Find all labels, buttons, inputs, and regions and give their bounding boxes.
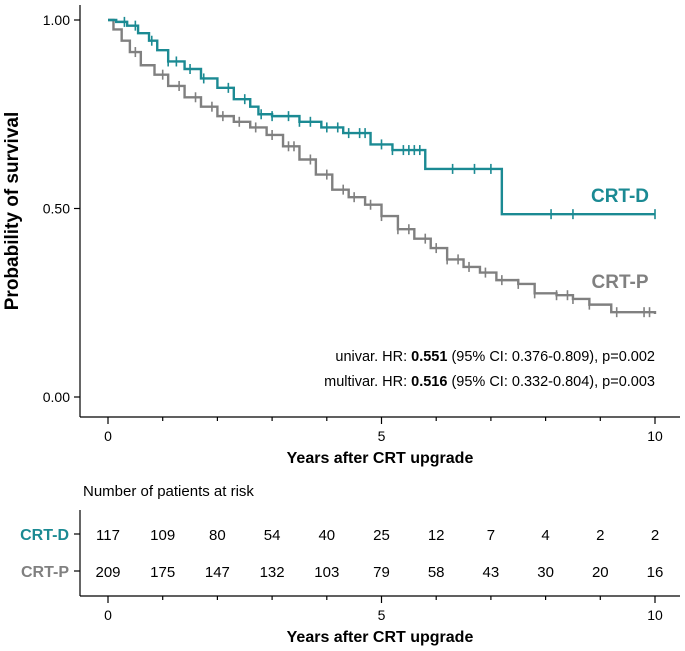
crt-p-curve-label: CRT-P — [592, 272, 649, 293]
main-x-ticks: 0 5 10 — [104, 417, 663, 444]
risk-table-cells: 117 109 80 54 40 25 12 7 4 2 2 209 175 147 132 103 79 58 4… — [95, 527, 663, 581]
crt-p-survival-curve — [108, 18, 657, 315]
y-tick-label: 0.50 — [43, 201, 70, 217]
risk-cell-crt-p: 30 — [537, 564, 554, 581]
multivar-hr-annotation: multivar. HR: 0.516 (95% CI: 0.332-0.804… — [324, 374, 655, 390]
risk-cell-crt-d: 7 — [487, 527, 495, 544]
risk-cell-crt-p: 175 — [150, 564, 175, 581]
main-y-ticks: 0.00 0.50 1.00 — [43, 12, 80, 405]
y-axis-title: Probability of survival — [2, 112, 23, 311]
crt-d-survival-curve — [108, 18, 655, 216]
x-tick-label: 0 — [104, 428, 112, 444]
x-tick-label: 5 — [378, 428, 386, 444]
risk-cell-crt-d: 117 — [96, 527, 120, 544]
risk-cell-crt-p: 209 — [95, 564, 120, 581]
y-tick-label: 0.00 — [43, 389, 70, 405]
risk-row-label-crt-d: CRT-D — [20, 527, 69, 544]
risk-cell-crt-p: 79 — [373, 564, 390, 581]
risk-cell-crt-p: 16 — [647, 564, 664, 581]
risk-cell-crt-d: 2 — [651, 527, 659, 544]
risk-cell-crt-d: 12 — [428, 527, 445, 544]
risk-x-tick-label: 10 — [647, 607, 663, 623]
risk-cell-crt-p: 103 — [314, 564, 339, 581]
risk-row-label-crt-p: CRT-P — [21, 564, 69, 581]
risk-cell-crt-d: 54 — [264, 527, 281, 544]
risk-cell-crt-d: 40 — [318, 527, 335, 544]
risk-cell-crt-d: 25 — [373, 527, 390, 544]
risk-x-tick-label: 0 — [104, 607, 112, 623]
univar-hr-annotation: univar. HR: 0.551 (95% CI: 0.376-0.809),… — [335, 349, 655, 365]
y-tick-label: 1.00 — [43, 12, 70, 28]
risk-cell-crt-d: 2 — [596, 527, 604, 544]
risk-cell-crt-d: 109 — [150, 527, 175, 544]
risk-cell-crt-p: 147 — [205, 564, 230, 581]
risk-table-title: Number of patients at risk — [83, 483, 254, 500]
risk-x-axis-title: Years after CRT upgrade — [287, 629, 474, 646]
crt-d-curve-label: CRT-D — [591, 186, 649, 207]
risk-cell-crt-p: 20 — [592, 564, 609, 581]
risk-cell-crt-p: 43 — [483, 564, 500, 581]
x-tick-label: 10 — [647, 428, 663, 444]
risk-x-tick-label: 5 — [378, 607, 386, 623]
survival-curves — [108, 16, 657, 318]
risk-cell-crt-d: 80 — [209, 527, 226, 544]
risk-x-ticks: 0 5 10 — [104, 596, 663, 623]
x-axis-title: Years after CRT upgrade — [287, 450, 474, 467]
risk-cell-crt-p: 58 — [428, 564, 445, 581]
risk-cell-crt-d: 4 — [541, 527, 549, 544]
risk-cell-crt-p: 132 — [260, 564, 285, 581]
